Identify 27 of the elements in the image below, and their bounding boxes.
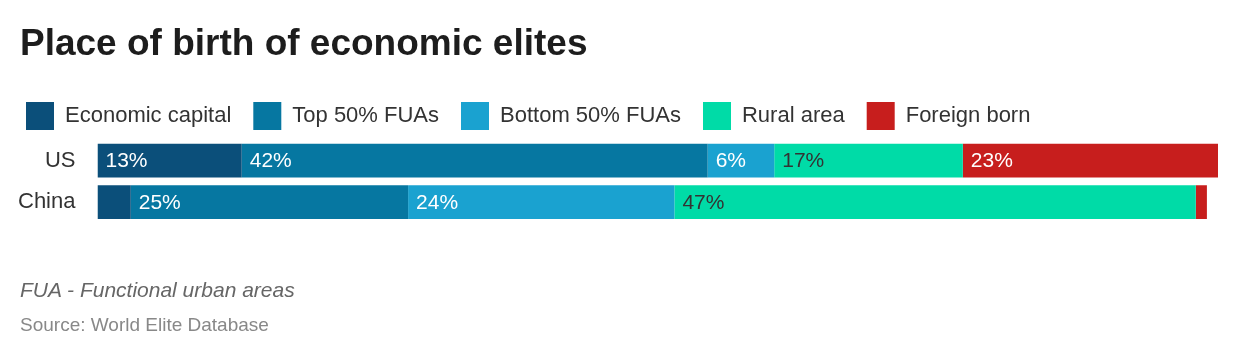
legend-label: Top 50% FUAs [292, 102, 440, 128]
data-label: 23% [970, 148, 1013, 172]
data-label: 25% [138, 189, 181, 213]
bar [97, 185, 131, 219]
data-label: 42% [249, 148, 292, 172]
source-note: Source: World Elite Database [20, 314, 269, 336]
data-label: 24% [416, 189, 459, 213]
legend-label: Rural area [741, 102, 846, 128]
data-label: 6% [715, 148, 747, 172]
data-label: 13% [105, 148, 148, 172]
bar [962, 143, 1218, 178]
chart-title: Place of birth of economic elites [20, 22, 588, 64]
bar [408, 185, 675, 219]
y-tick-label: US [44, 146, 76, 172]
data-label: 17% [782, 148, 825, 172]
bar [674, 185, 1196, 219]
bar [97, 143, 242, 178]
bar [130, 185, 409, 219]
bar [774, 143, 963, 178]
y-tick-label: China [18, 188, 77, 214]
bar [1195, 185, 1207, 219]
text: FUA - Functional urban areas [20, 278, 295, 302]
bar [241, 143, 708, 178]
legend-label: Economic capital [65, 102, 232, 128]
data-label: 47% [682, 189, 725, 213]
legend-label: Bottom 50% FUAs [500, 102, 681, 128]
legend-label: Foreign born [905, 102, 1031, 128]
